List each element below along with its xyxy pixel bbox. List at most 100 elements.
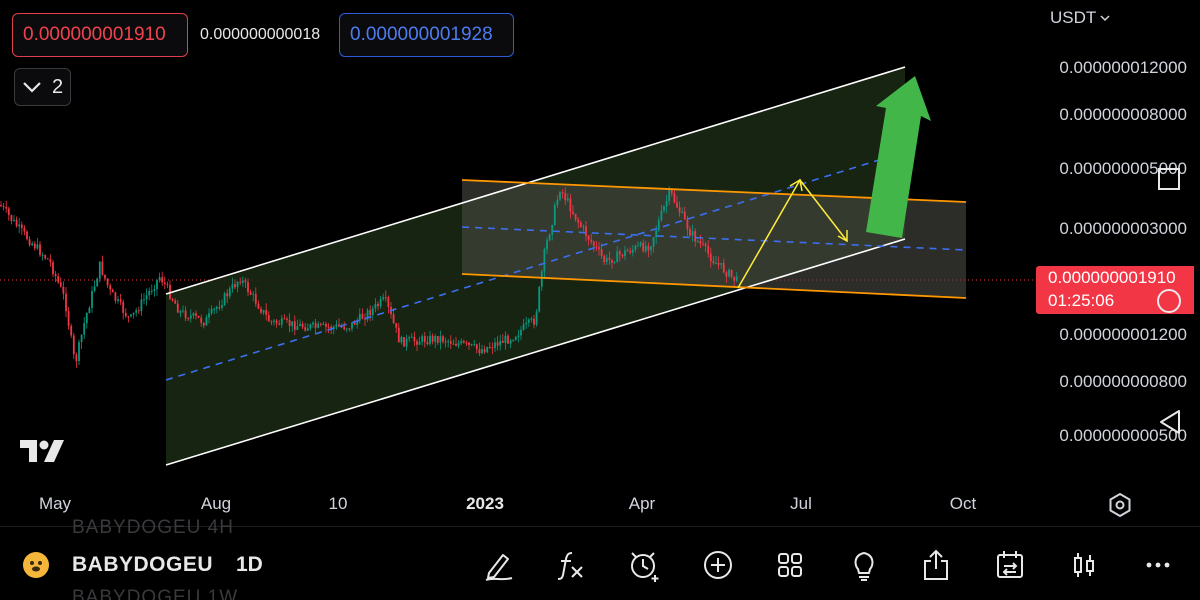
candle-body (296, 325, 299, 330)
chart-settings-icon[interactable] (1107, 492, 1133, 518)
ideas-bulb-icon[interactable] (846, 547, 882, 583)
candle-body (374, 303, 377, 309)
candle-body (26, 231, 28, 240)
price-axis-label: 0.000000003000 (1059, 218, 1187, 238)
candle-body (577, 219, 580, 223)
candle-body (678, 207, 681, 213)
candle-body (247, 282, 249, 293)
candle-body (330, 327, 333, 329)
channel-upper-line[interactable] (165, 66, 906, 295)
candle-body (556, 199, 559, 206)
currency-selector[interactable]: USDT (1050, 8, 1110, 28)
candle-body (0, 205, 2, 207)
candle-body (23, 228, 26, 232)
candle-body (673, 193, 676, 203)
candle-body (88, 307, 91, 314)
time-axis-label: Oct (949, 494, 977, 513)
draw-pen-icon[interactable] (480, 547, 516, 583)
candle-body (137, 310, 140, 312)
spread-label: 0.000000000018 (200, 26, 321, 43)
replay-calendar-icon[interactable] (992, 547, 1028, 583)
candle-body (553, 205, 556, 225)
chevron-down-icon (23, 82, 41, 93)
indicators-fx-icon[interactable] (552, 547, 588, 583)
candle-body (192, 313, 195, 316)
candle-body (114, 292, 117, 301)
candle-body (135, 310, 138, 313)
candle-body (231, 284, 234, 289)
candle-body (546, 240, 548, 250)
collapse-indicators-button[interactable]: 2 (14, 68, 71, 106)
projection-arrowhead-top (789, 178, 803, 192)
maximize-square-icon[interactable] (1157, 167, 1181, 191)
ask-price-box[interactable]: 0.000000001928 (339, 13, 514, 57)
candle-body (161, 277, 164, 283)
home-circle-icon[interactable] (1155, 287, 1183, 315)
candle-body (83, 323, 86, 335)
candle-body (559, 192, 561, 200)
candlestick-series (0, 186, 738, 368)
candle-body (611, 259, 613, 263)
candle-body (93, 286, 96, 291)
candle-body (634, 245, 637, 250)
indicator-count: 2 (51, 75, 64, 98)
price-axis-label: 0.000000008000 (1059, 104, 1187, 124)
candle-body (65, 293, 67, 312)
candle-body (582, 226, 585, 228)
range-lower-line[interactable] (461, 273, 967, 299)
candle-body (208, 313, 210, 318)
candle-body (358, 313, 361, 321)
candle-body (696, 240, 699, 242)
breakout-arrow[interactable] (866, 76, 931, 238)
candle-body (369, 310, 372, 316)
candle-body (660, 210, 663, 221)
candle-body (291, 321, 294, 327)
candle-body (514, 336, 517, 340)
channel-lower-line[interactable] (165, 238, 906, 466)
candle-body (57, 276, 60, 283)
alert-clock-icon[interactable] (626, 547, 662, 583)
bid-price-box[interactable]: 0.000000001910 (12, 13, 188, 57)
candle-body (327, 326, 330, 328)
candle-body (616, 251, 619, 263)
more-dots-icon[interactable] (1140, 547, 1176, 583)
candle-body (150, 290, 153, 292)
candle-body (184, 310, 187, 319)
price-axis-label: 0.000000000800 (1059, 371, 1187, 391)
candle-body (348, 328, 351, 330)
candle-body (78, 342, 80, 362)
interval-selector[interactable]: 1D (236, 553, 263, 576)
candle-body (520, 329, 522, 336)
candle-body (202, 322, 205, 326)
layouts-grid-icon[interactable] (772, 547, 808, 583)
candle-body (270, 321, 273, 323)
candle-body (117, 299, 119, 301)
tradingview-logo-icon[interactable] (18, 438, 66, 464)
add-plus-icon[interactable] (700, 547, 736, 583)
candle-body (460, 340, 463, 344)
candle-body (650, 246, 652, 251)
candle-body (288, 319, 291, 327)
chart-type-candles-icon[interactable] (1066, 547, 1102, 583)
candle-body (361, 313, 364, 319)
candle-body (686, 219, 689, 230)
candle-body (80, 334, 83, 343)
range-midline[interactable] (461, 226, 967, 251)
share-icon[interactable] (918, 547, 954, 583)
candle-body (517, 335, 520, 337)
candle-body (62, 286, 65, 294)
candle-body (491, 347, 494, 349)
candle-body (52, 262, 54, 275)
candle-body (699, 240, 702, 244)
back-triangle-icon[interactable] (1157, 408, 1183, 436)
candle-body (262, 310, 265, 313)
symbol-selector[interactable]: BABYDOGEU (72, 553, 214, 576)
candle-body (293, 321, 296, 330)
candle-body (366, 310, 369, 320)
candle-body (205, 317, 208, 326)
candle-body (5, 206, 8, 209)
candle-body (631, 249, 634, 253)
candle-body (426, 342, 429, 344)
candle-body (569, 198, 572, 212)
